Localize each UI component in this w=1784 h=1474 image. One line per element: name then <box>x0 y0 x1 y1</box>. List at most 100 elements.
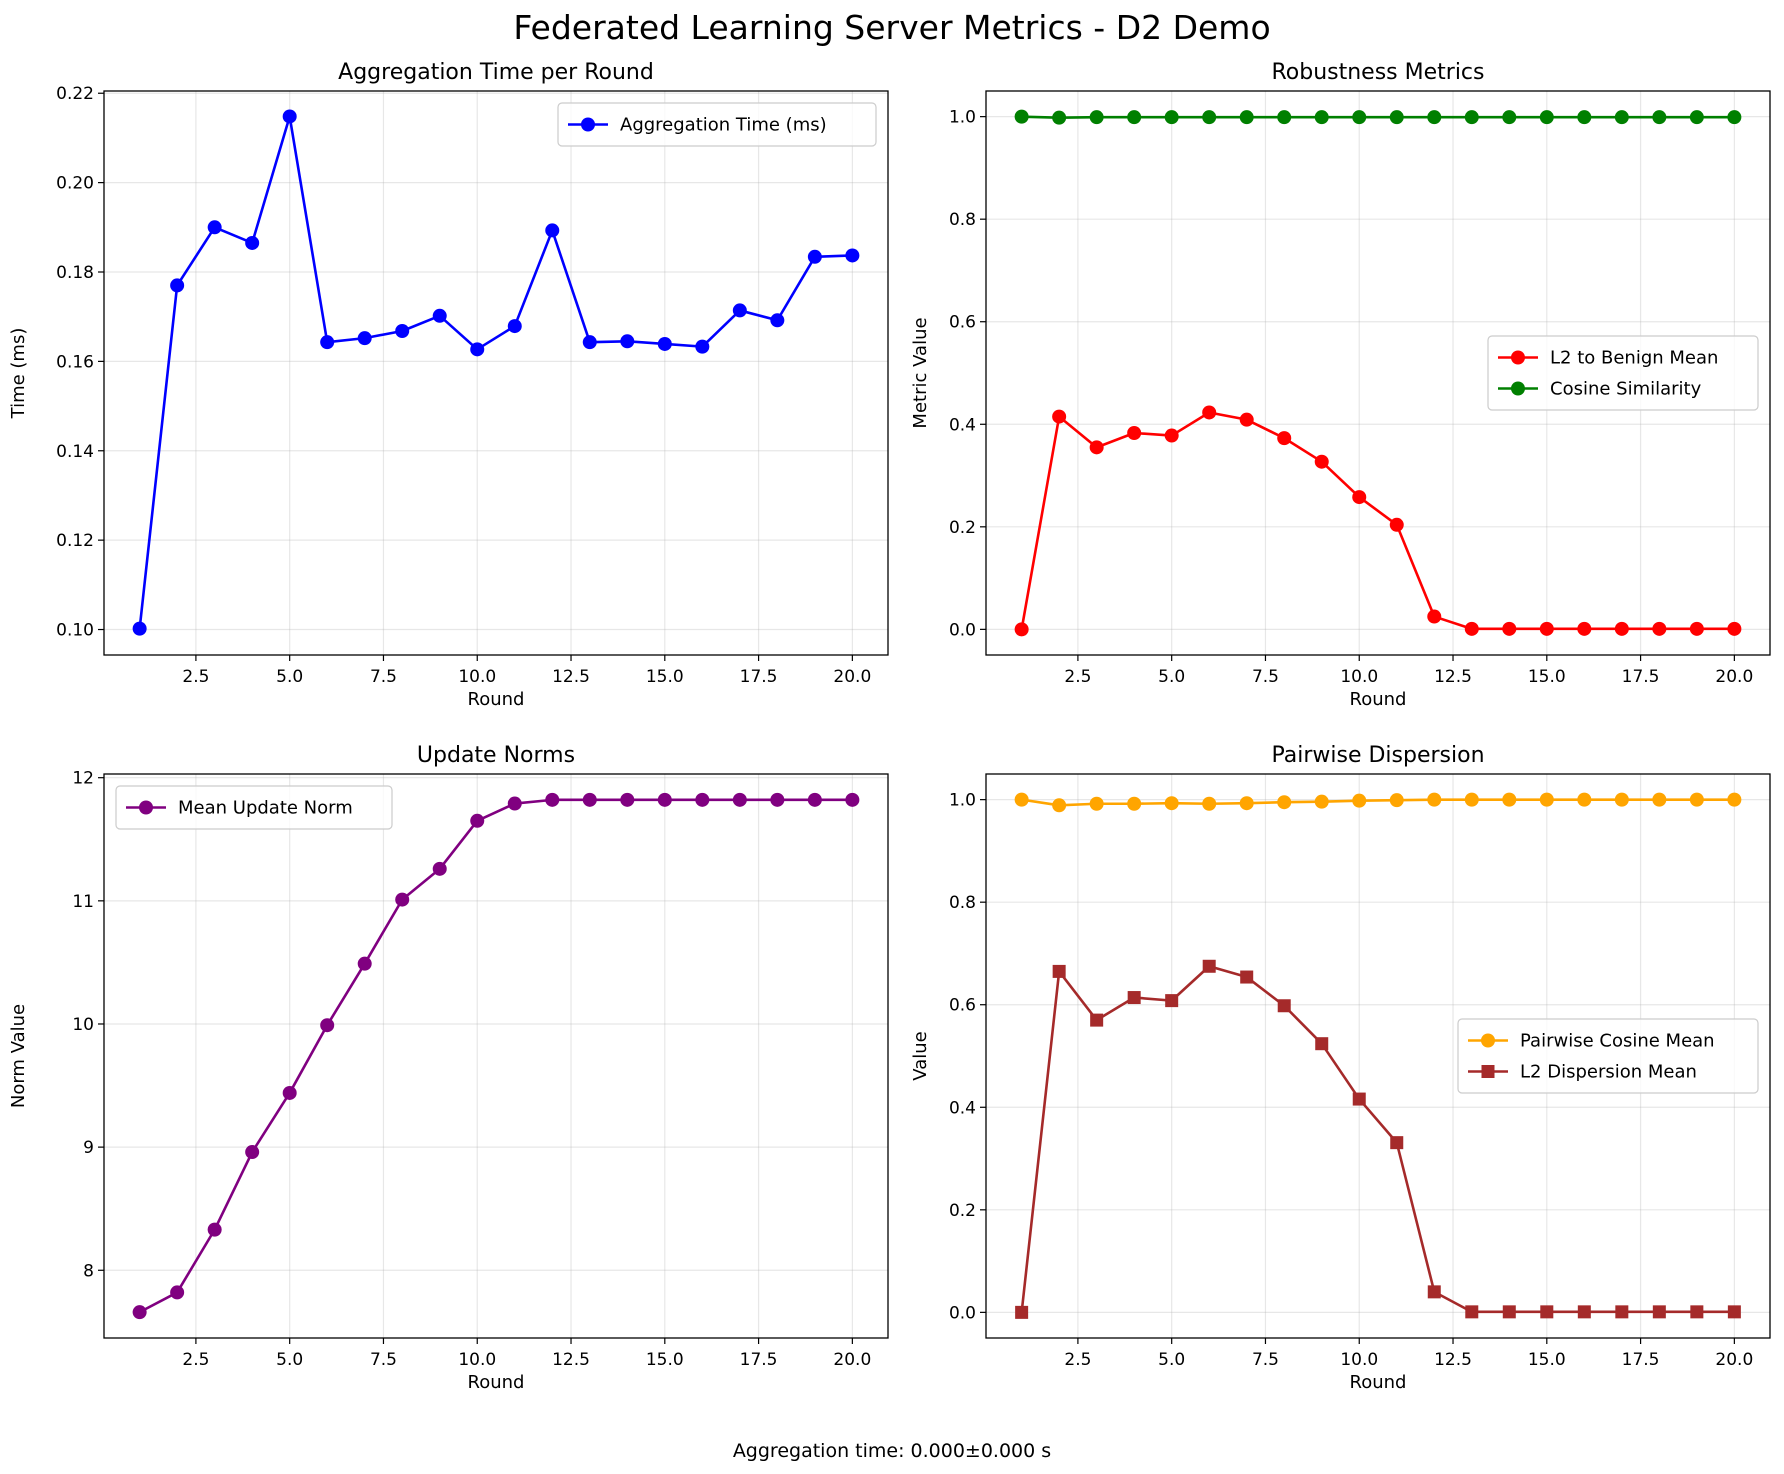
y-tick-label: 0.22 <box>56 84 94 104</box>
data-point <box>1464 621 1479 636</box>
data-point <box>1689 792 1704 807</box>
legend: Aggregation Time (ms) <box>557 102 877 147</box>
y-tick-label: 0.16 <box>56 352 94 372</box>
data-point <box>1539 792 1554 807</box>
x-tick-label: 5.0 <box>1158 667 1185 687</box>
figure-title: Federated Learning Server Metrics - D2 D… <box>513 8 1270 47</box>
axes-frame <box>103 90 889 656</box>
x-axis-label: Round <box>1350 1372 1407 1393</box>
legend-label: Cosine Similarity <box>1550 379 1702 400</box>
data-point <box>1577 110 1592 125</box>
data-point <box>1314 454 1329 469</box>
chart-title: Update Norms <box>417 743 575 768</box>
data-point <box>1315 1037 1329 1051</box>
x-tick-label: 7.5 <box>370 1350 397 1370</box>
data-point <box>170 1285 185 1300</box>
y-axis-label: Value <box>910 1031 931 1080</box>
data-point <box>1465 1305 1479 1319</box>
data-point <box>282 1085 297 1100</box>
data-point <box>320 1018 335 1033</box>
data-point <box>732 792 747 807</box>
y-tick-label: 0.2 <box>949 518 976 538</box>
legend-marker <box>139 800 153 815</box>
legend-box <box>1457 1018 1759 1094</box>
x-tick-label: 12.5 <box>552 1350 590 1370</box>
data-point <box>170 278 185 293</box>
x-axis-label: Round <box>1350 689 1407 710</box>
x-tick-label: 5.0 <box>276 667 303 687</box>
series-2 <box>1015 959 1741 1319</box>
data-point <box>1427 609 1442 624</box>
data-point <box>1277 431 1292 446</box>
y-tick-label: 0.0 <box>949 1303 976 1323</box>
data-point <box>1577 792 1592 807</box>
x-tick-label: 10.0 <box>458 667 496 687</box>
y-tick-label: 1.0 <box>949 108 976 128</box>
data-point <box>1577 621 1592 636</box>
data-point <box>582 335 597 350</box>
data-point <box>207 220 222 235</box>
data-point <box>845 248 860 263</box>
x-tick-label: 15.0 <box>1528 1350 1566 1370</box>
data-point <box>695 339 710 354</box>
axes-frame <box>985 773 1771 1339</box>
legend-marker <box>581 117 595 132</box>
x-tick-label: 15.0 <box>646 1350 684 1370</box>
x-axis-label: Round <box>468 689 525 710</box>
legend-box <box>115 785 393 830</box>
data-point <box>395 892 410 907</box>
data-point <box>1277 795 1292 810</box>
data-point <box>695 792 710 807</box>
data-point <box>1502 1305 1516 1319</box>
y-tick-label: 0.8 <box>949 210 976 230</box>
y-axis-label: Time (ms) <box>8 328 29 420</box>
data-point <box>1164 428 1179 443</box>
x-tick-label: 2.5 <box>182 667 209 687</box>
data-point <box>1389 110 1404 125</box>
data-point <box>1502 621 1517 636</box>
data-point <box>1240 970 1254 984</box>
legend-label: Mean Update Norm <box>178 798 353 819</box>
x-tick-label: 17.5 <box>1622 1350 1660 1370</box>
x-tick-label: 10.0 <box>458 1350 496 1370</box>
data-point <box>1014 109 1029 124</box>
data-point <box>620 792 635 807</box>
data-point <box>432 308 447 323</box>
x-tick-label: 12.5 <box>552 667 590 687</box>
data-point <box>1464 792 1479 807</box>
x-tick-label: 15.0 <box>1528 667 1566 687</box>
data-point <box>1052 964 1066 978</box>
legend: L2 to Benign Mean Cosine Similarity <box>1487 335 1759 411</box>
y-tick-label: 1.0 <box>949 791 976 811</box>
legend-marker <box>1481 1065 1495 1078</box>
series-1 <box>132 109 860 636</box>
data-point <box>1352 1092 1366 1106</box>
series-line <box>1020 411 1735 631</box>
x-tick-label: 2.5 <box>182 1350 209 1370</box>
x-tick-label: 2.5 <box>1064 1350 1091 1370</box>
data-point <box>395 323 410 338</box>
data-point <box>1052 798 1067 813</box>
legend-box <box>557 102 877 147</box>
data-point <box>770 792 785 807</box>
data-point <box>1052 409 1067 424</box>
data-point <box>657 792 672 807</box>
x-tick-label: 12.5 <box>1434 667 1472 687</box>
data-point <box>1164 110 1179 125</box>
x-tick-label: 20.0 <box>1715 1350 1753 1370</box>
data-point <box>1390 1136 1404 1150</box>
legend-label: Pairwise Cosine Mean <box>1520 1031 1715 1052</box>
data-point <box>470 813 485 828</box>
data-point <box>357 331 372 346</box>
data-point <box>1652 1305 1666 1319</box>
data-point <box>1614 621 1629 636</box>
data-point <box>320 335 335 350</box>
data-point <box>1314 110 1329 125</box>
legend-label: L2 Dispersion Mean <box>1520 1062 1697 1083</box>
x-tick-label: 17.5 <box>1622 667 1660 687</box>
data-point <box>1502 792 1517 807</box>
data-point <box>1314 794 1329 809</box>
data-point <box>1427 110 1442 125</box>
data-point <box>207 1222 222 1237</box>
y-tick-label: 9 <box>83 1138 94 1158</box>
